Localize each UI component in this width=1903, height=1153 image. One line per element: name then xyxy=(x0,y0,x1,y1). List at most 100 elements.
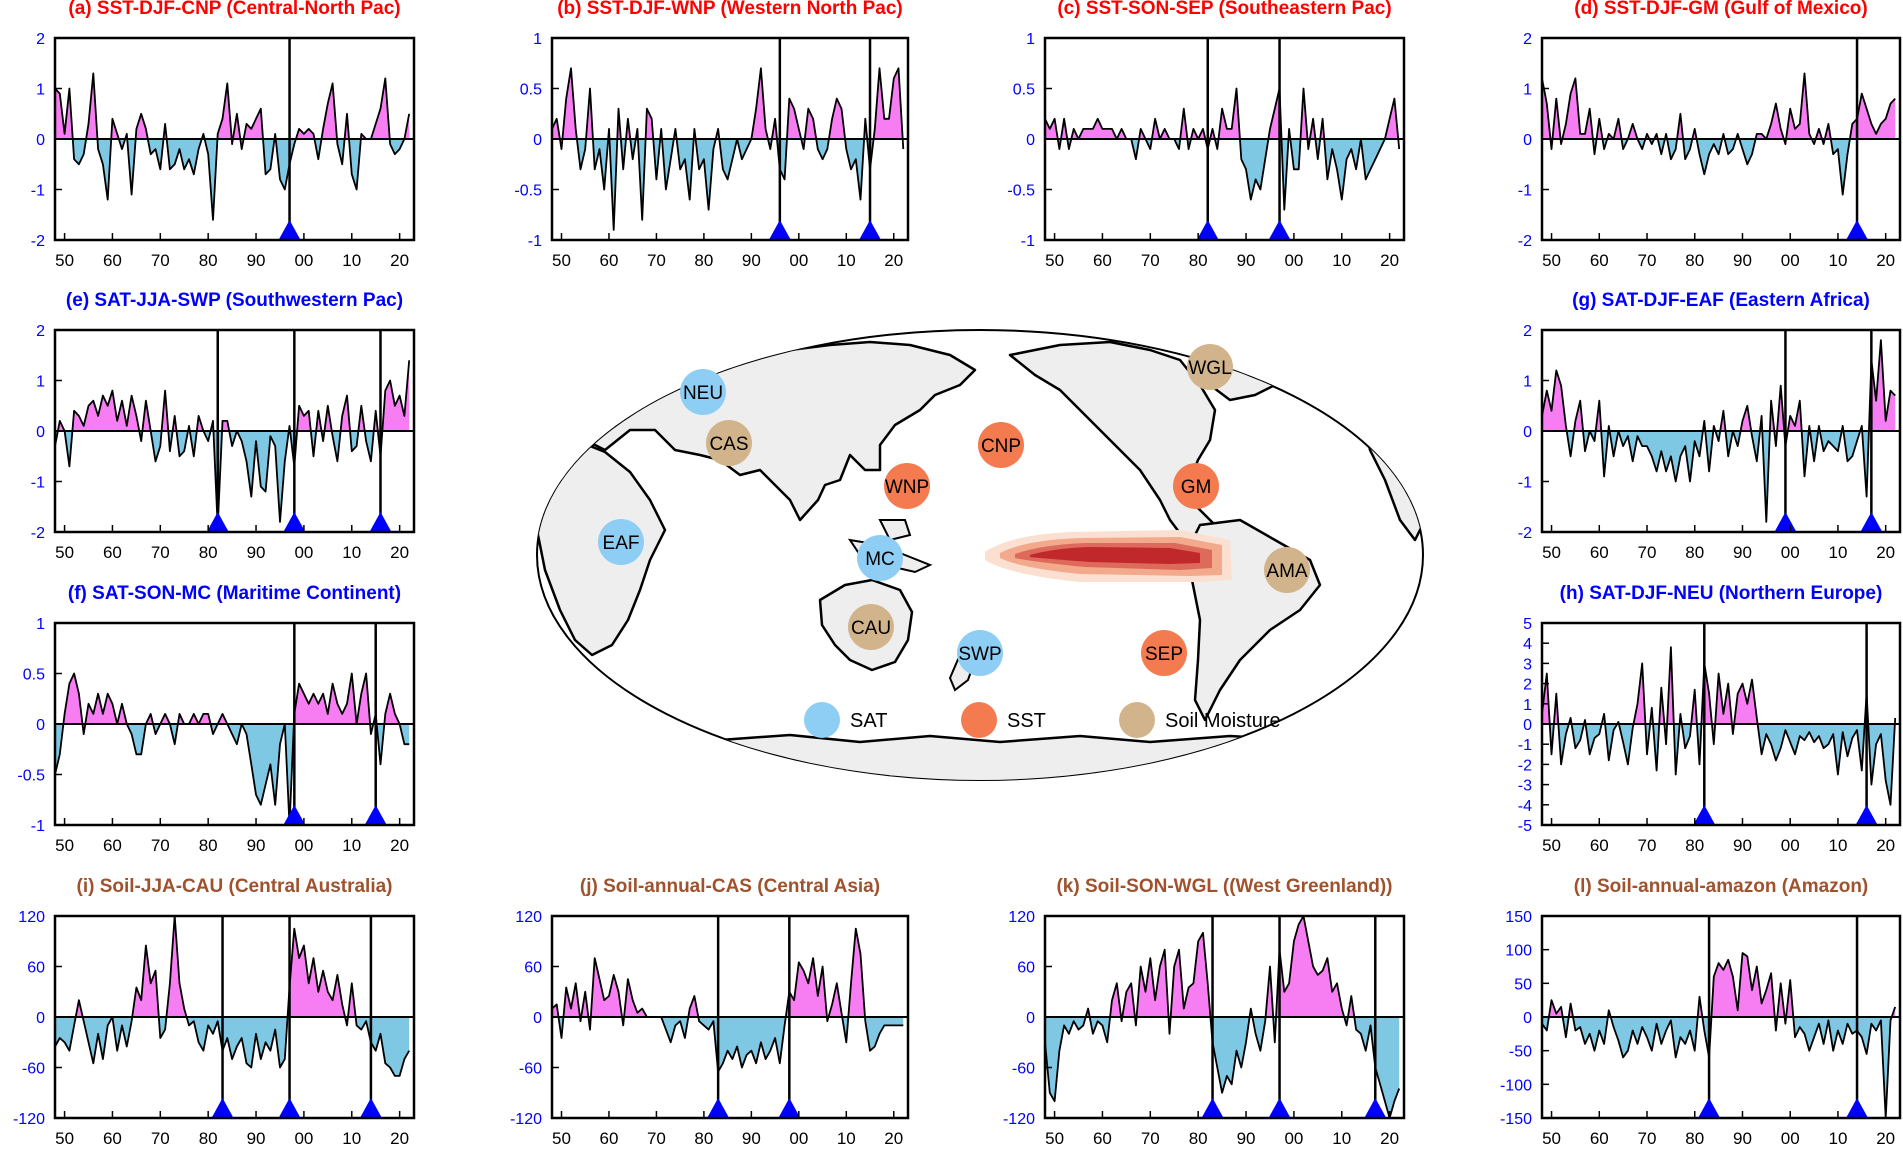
change-point-marker xyxy=(283,512,306,532)
y-tick-label: 100 xyxy=(1505,943,1532,960)
region-neu: NEU xyxy=(680,369,726,415)
y-tick-label: -1 xyxy=(31,475,45,492)
change-point-marker xyxy=(768,220,791,240)
y-tick-label: 60 xyxy=(524,960,542,977)
y-tick-label: -100 xyxy=(1500,1077,1532,1094)
change-point-marker xyxy=(1846,1098,1869,1118)
x-tick-label: 50 xyxy=(1045,251,1064,270)
region-label: CNP xyxy=(981,436,1021,457)
panel-l-series-line xyxy=(1542,952,1897,1118)
panel-k: (k) Soil-SON-WGL ((West Greenland)) -120 -… xyxy=(1003,876,1406,1148)
region-dot xyxy=(1141,630,1187,676)
region-gm: GM xyxy=(1173,463,1219,509)
x-tick-label: 20 xyxy=(1876,1129,1895,1148)
x-tick-label: 50 xyxy=(1045,1129,1064,1148)
x-tick-label: 80 xyxy=(1685,251,1704,270)
x-tick-label: 50 xyxy=(55,251,74,270)
change-point-marker xyxy=(1698,1098,1721,1118)
y-tick-label: -2 xyxy=(31,525,45,542)
x-tick-label: 00 xyxy=(294,1129,313,1148)
positive-anomaly-fill xyxy=(552,928,904,1017)
region-cnp: CNP xyxy=(978,422,1024,468)
x-tick-label: 90 xyxy=(1237,1129,1256,1148)
panel-h-series-line xyxy=(1542,646,1897,806)
region-label: EAF xyxy=(603,533,640,554)
panel-d-title: (d) SST-DJF-GM (Gulf of Mexico) xyxy=(1574,0,1867,19)
x-tick-label: 20 xyxy=(390,836,409,855)
region-label: AMA xyxy=(1266,561,1308,582)
x-tick-label: 50 xyxy=(1542,1129,1561,1148)
negative-anomaly-fill xyxy=(55,1017,410,1076)
x-tick-label: 10 xyxy=(342,836,361,855)
x-tick-label: 60 xyxy=(103,251,122,270)
x-tick-label: 90 xyxy=(247,543,266,562)
y-tick-label: 60 xyxy=(1017,960,1035,977)
region-label: CAS xyxy=(709,434,748,455)
x-tick-label: 20 xyxy=(1876,543,1895,562)
x-tick-label: 00 xyxy=(1781,543,1800,562)
change-point-marker xyxy=(211,1098,234,1118)
x-tick-label: 50 xyxy=(1542,251,1561,270)
negative-anomaly-fill xyxy=(1542,139,1896,195)
x-tick-label: 80 xyxy=(1189,1129,1208,1148)
x-tick-label: 90 xyxy=(247,1129,266,1148)
y-tick-label: -120 xyxy=(510,1111,542,1128)
y-tick-label: 0 xyxy=(36,1010,45,1027)
x-tick-label: 80 xyxy=(1189,251,1208,270)
change-point-marker xyxy=(359,1098,382,1118)
x-tick-label: 00 xyxy=(789,251,808,270)
region-eaf: EAF xyxy=(598,519,644,565)
y-tick-label: -120 xyxy=(1003,1111,1035,1128)
x-tick-label: 80 xyxy=(199,543,218,562)
x-tick-label: 60 xyxy=(599,251,618,270)
y-tick-label: -1 xyxy=(1518,737,1532,754)
x-tick-label: 90 xyxy=(1733,1129,1752,1148)
x-tick-label: 80 xyxy=(199,251,218,270)
y-tick-label: -150 xyxy=(1500,1111,1532,1128)
x-tick-label: 10 xyxy=(1332,1129,1351,1148)
panel-e-title: (e) SAT-JJA-SWP (Southwestern Pac) xyxy=(66,290,403,311)
x-tick-label: 90 xyxy=(247,836,266,855)
y-tick-label: 1 xyxy=(1523,82,1532,99)
region-dot xyxy=(1173,463,1219,509)
positive-anomaly-fill xyxy=(55,673,410,724)
panel-k-series-line xyxy=(1045,916,1401,1118)
legend-item-sst: SST xyxy=(961,702,1046,738)
change-point-marker xyxy=(1693,805,1716,825)
x-tick-label: 50 xyxy=(1542,836,1561,855)
region-dot xyxy=(680,369,726,415)
panel-d-area xyxy=(1542,72,1896,196)
panel-f-title: (f) SAT-SON-MC (Maritime Continent) xyxy=(68,583,401,604)
x-tick-label: 80 xyxy=(694,1129,713,1148)
x-tick-label: 80 xyxy=(1685,1129,1704,1148)
positive-anomaly-fill xyxy=(55,360,410,431)
map-legend: SAT SST Soil Moisture xyxy=(804,702,1281,738)
y-tick-label: 3 xyxy=(1523,656,1532,673)
x-tick-label: 50 xyxy=(55,836,74,855)
x-tick-label: 20 xyxy=(1380,251,1399,270)
region-mc: MC xyxy=(857,535,903,581)
x-tick-label: 90 xyxy=(247,251,266,270)
panel-a-title: (a) SST-DJF-CNP (Central-North Pac) xyxy=(68,0,400,19)
panel-d-series-line xyxy=(1542,72,1896,196)
region-label: SWP xyxy=(958,644,1001,665)
y-tick-label: -3 xyxy=(1518,778,1532,795)
x-tick-label: 10 xyxy=(837,251,856,270)
y-tick-label: 1 xyxy=(533,31,542,48)
y-tick-label: 2 xyxy=(1523,31,1532,48)
y-tick-label: -50 xyxy=(1509,1044,1532,1061)
change-point-marker xyxy=(1201,1098,1224,1118)
region-wgl: WGL xyxy=(1187,344,1233,390)
y-tick-label: 1 xyxy=(36,616,45,633)
x-tick-label: 50 xyxy=(55,543,74,562)
panel-b-series-line xyxy=(552,67,905,231)
y-tick-label: 0.5 xyxy=(23,667,45,684)
y-tick-label: 0 xyxy=(533,1010,542,1027)
panel-b-title: (b) SST-DJF-WNP (Western North Pac) xyxy=(557,0,903,19)
region-ama: AMA xyxy=(1264,547,1310,593)
x-tick-label: 20 xyxy=(884,251,903,270)
y-tick-label: 1 xyxy=(36,374,45,391)
x-tick-label: 20 xyxy=(1876,251,1895,270)
panel-g-area xyxy=(1542,339,1896,523)
x-tick-label: 10 xyxy=(1828,251,1847,270)
